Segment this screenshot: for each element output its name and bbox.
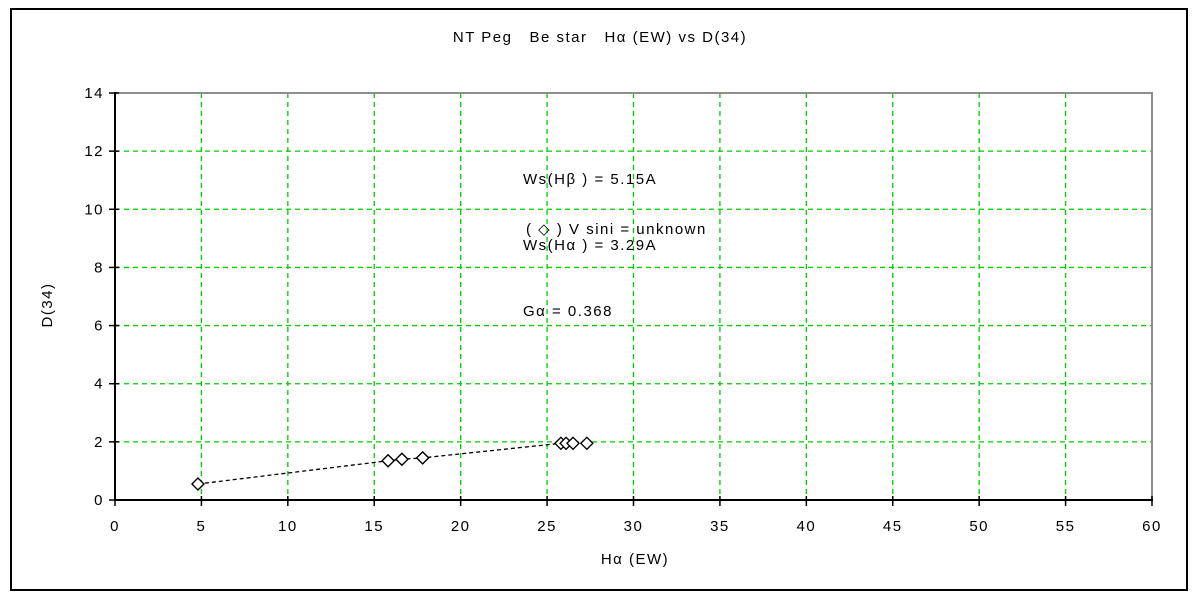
x-tick-label: 55 (1056, 518, 1076, 535)
legend-label: ( ◇ ) V sini = unknown (526, 221, 707, 238)
x-axis-title: Hα (EW) (600, 551, 670, 568)
x-tick-label: 0 (110, 518, 120, 535)
x-tick-label: 35 (710, 518, 730, 535)
x-tick-label: 45 (883, 518, 903, 535)
annotation-ws-halpha: Ws(Hα ) = 3.29A (523, 237, 658, 254)
y-tick-label: 14 (84, 85, 104, 102)
x-tick-label: 20 (451, 518, 471, 535)
data-point-diamond (415, 450, 430, 465)
y-tick-label: 10 (84, 201, 104, 218)
y-tick-label: 12 (84, 143, 104, 160)
chart-title: NT Peg Be star Hα (EW) vs D(34) (452, 29, 748, 46)
y-tick-label: 4 (94, 376, 104, 393)
x-tick-label: 50 (969, 518, 989, 535)
data-point-diamond (566, 436, 580, 451)
x-tick-label: 60 (1142, 518, 1162, 535)
data-point-diamond (394, 452, 409, 467)
data-series-line (197, 442, 587, 485)
data-point-diamond (579, 436, 594, 451)
y-tick-label: 0 (94, 492, 104, 509)
annotation-ws-hbeta: Ws(Hβ ) = 5.15A (523, 171, 658, 188)
y-axis-title: D(34) (39, 282, 56, 328)
x-tick-label: 10 (278, 518, 298, 535)
y-tick-label: 6 (94, 318, 104, 335)
y-tick-label: 2 (94, 434, 104, 451)
x-tick-label: 25 (537, 518, 557, 535)
y-tick-label: 8 (94, 259, 104, 276)
x-tick-label: 5 (196, 518, 206, 535)
x-tick-label: 40 (796, 518, 816, 535)
annotation-galpha: Gα = 0.368 (523, 303, 613, 320)
annotation-block: Ws(Hβ ) = 5.15A Ws(Hα ) = 3.29A Gα = 0.3… (523, 125, 657, 367)
x-tick-label: 15 (364, 518, 384, 535)
x-tick-label: 30 (624, 518, 644, 535)
data-point-diamond (381, 453, 396, 468)
data-point-diamond (190, 477, 205, 492)
